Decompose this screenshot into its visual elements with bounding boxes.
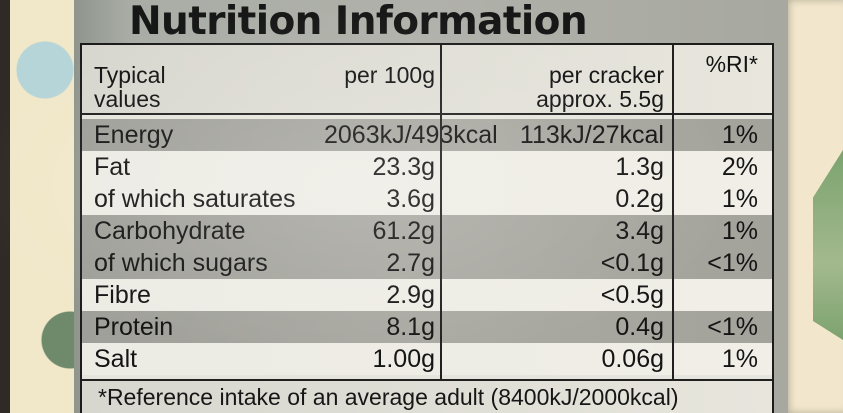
- table-header-row: Typical values per 100g per cracker appr…: [82, 45, 772, 115]
- per-cracker-value: <0.5g: [600, 281, 664, 309]
- per-100g-value: 61.2g: [372, 217, 435, 245]
- divider-ri: [672, 45, 674, 379]
- divider-per-cracker: [440, 45, 442, 379]
- header-per-100g: per 100g: [344, 62, 435, 88]
- per-100g-value: 8.1g: [386, 313, 435, 341]
- per-cracker-value: 1.3g: [615, 153, 664, 181]
- nutrition-title: Nutrition Information: [129, 0, 588, 44]
- header-ri: %RI*: [705, 51, 758, 77]
- nutrient-name: Carbohydrate: [94, 217, 246, 245]
- per-100g-value: 2063kJ/493kcal: [324, 121, 498, 149]
- per-cracker-value: 0.06g: [601, 345, 664, 373]
- reference-intake-value: 1%: [721, 121, 758, 149]
- reference-intake-value: <1%: [707, 313, 758, 341]
- reference-intake-value: 2%: [721, 153, 758, 181]
- reference-intake-value: 1%: [721, 217, 758, 245]
- reference-intake-text: *Reference intake of an average adult (8…: [98, 384, 679, 410]
- per-cracker-value: <0.1g: [600, 249, 664, 277]
- per-100g-value: 1.00g: [372, 345, 435, 373]
- reference-intake-footer: *Reference intake of an average adult (8…: [82, 379, 772, 413]
- nutrient-name: Fat: [94, 153, 131, 181]
- per-cracker-value: 0.4g: [615, 313, 664, 341]
- header-per-cracker-line2: approx. 5.5g: [536, 86, 664, 112]
- per-100g-value: 3.6g: [386, 185, 435, 213]
- per-100g-value: 2.9g: [386, 281, 435, 309]
- reference-intake-value: <1%: [707, 249, 758, 277]
- per-cracker-value: 3.4g: [615, 217, 664, 245]
- table-row: Protein 8.1g 0.4g <1%: [82, 311, 772, 343]
- table-row: Fibre 2.9g <0.5g: [82, 279, 772, 311]
- table-row: of which saturates 3.6g 0.2g 1%: [82, 183, 772, 215]
- nutrient-name: Protein: [94, 313, 174, 341]
- table-row: Fat 23.3g 1.3g 2%: [82, 151, 772, 183]
- per-100g-value: 2.7g: [386, 249, 435, 277]
- table-row: Carbohydrate 61.2g 3.4g 1%: [82, 215, 772, 247]
- header-typical-line2: values: [94, 86, 161, 112]
- table-row: of which sugars 2.7g <0.1g <1%: [82, 247, 772, 279]
- header-typical-line1: Typical: [94, 62, 166, 88]
- table-row: Energy 2063kJ/493kcal 113kJ/27kcal 1%: [82, 119, 772, 151]
- nutrient-name: Fibre: [94, 281, 151, 309]
- reference-intake-value: 1%: [721, 345, 758, 373]
- per-cracker-value: 113kJ/27kcal: [519, 121, 664, 149]
- nutrient-name: Salt: [94, 345, 138, 373]
- per-cracker-value: 0.2g: [615, 185, 664, 213]
- table-row: Salt 1.00g 0.06g 1%: [82, 343, 772, 375]
- header-per-cracker-line1: per cracker: [548, 62, 664, 88]
- reference-intake-value: 1%: [721, 185, 758, 213]
- nutrition-table: Typical values per 100g per cracker appr…: [80, 43, 774, 413]
- nutrient-name: of which saturates: [94, 185, 296, 213]
- nutrient-name: of which sugars: [94, 249, 268, 277]
- nutrient-name: Energy: [94, 121, 174, 149]
- per-100g-value: 23.3g: [372, 153, 435, 181]
